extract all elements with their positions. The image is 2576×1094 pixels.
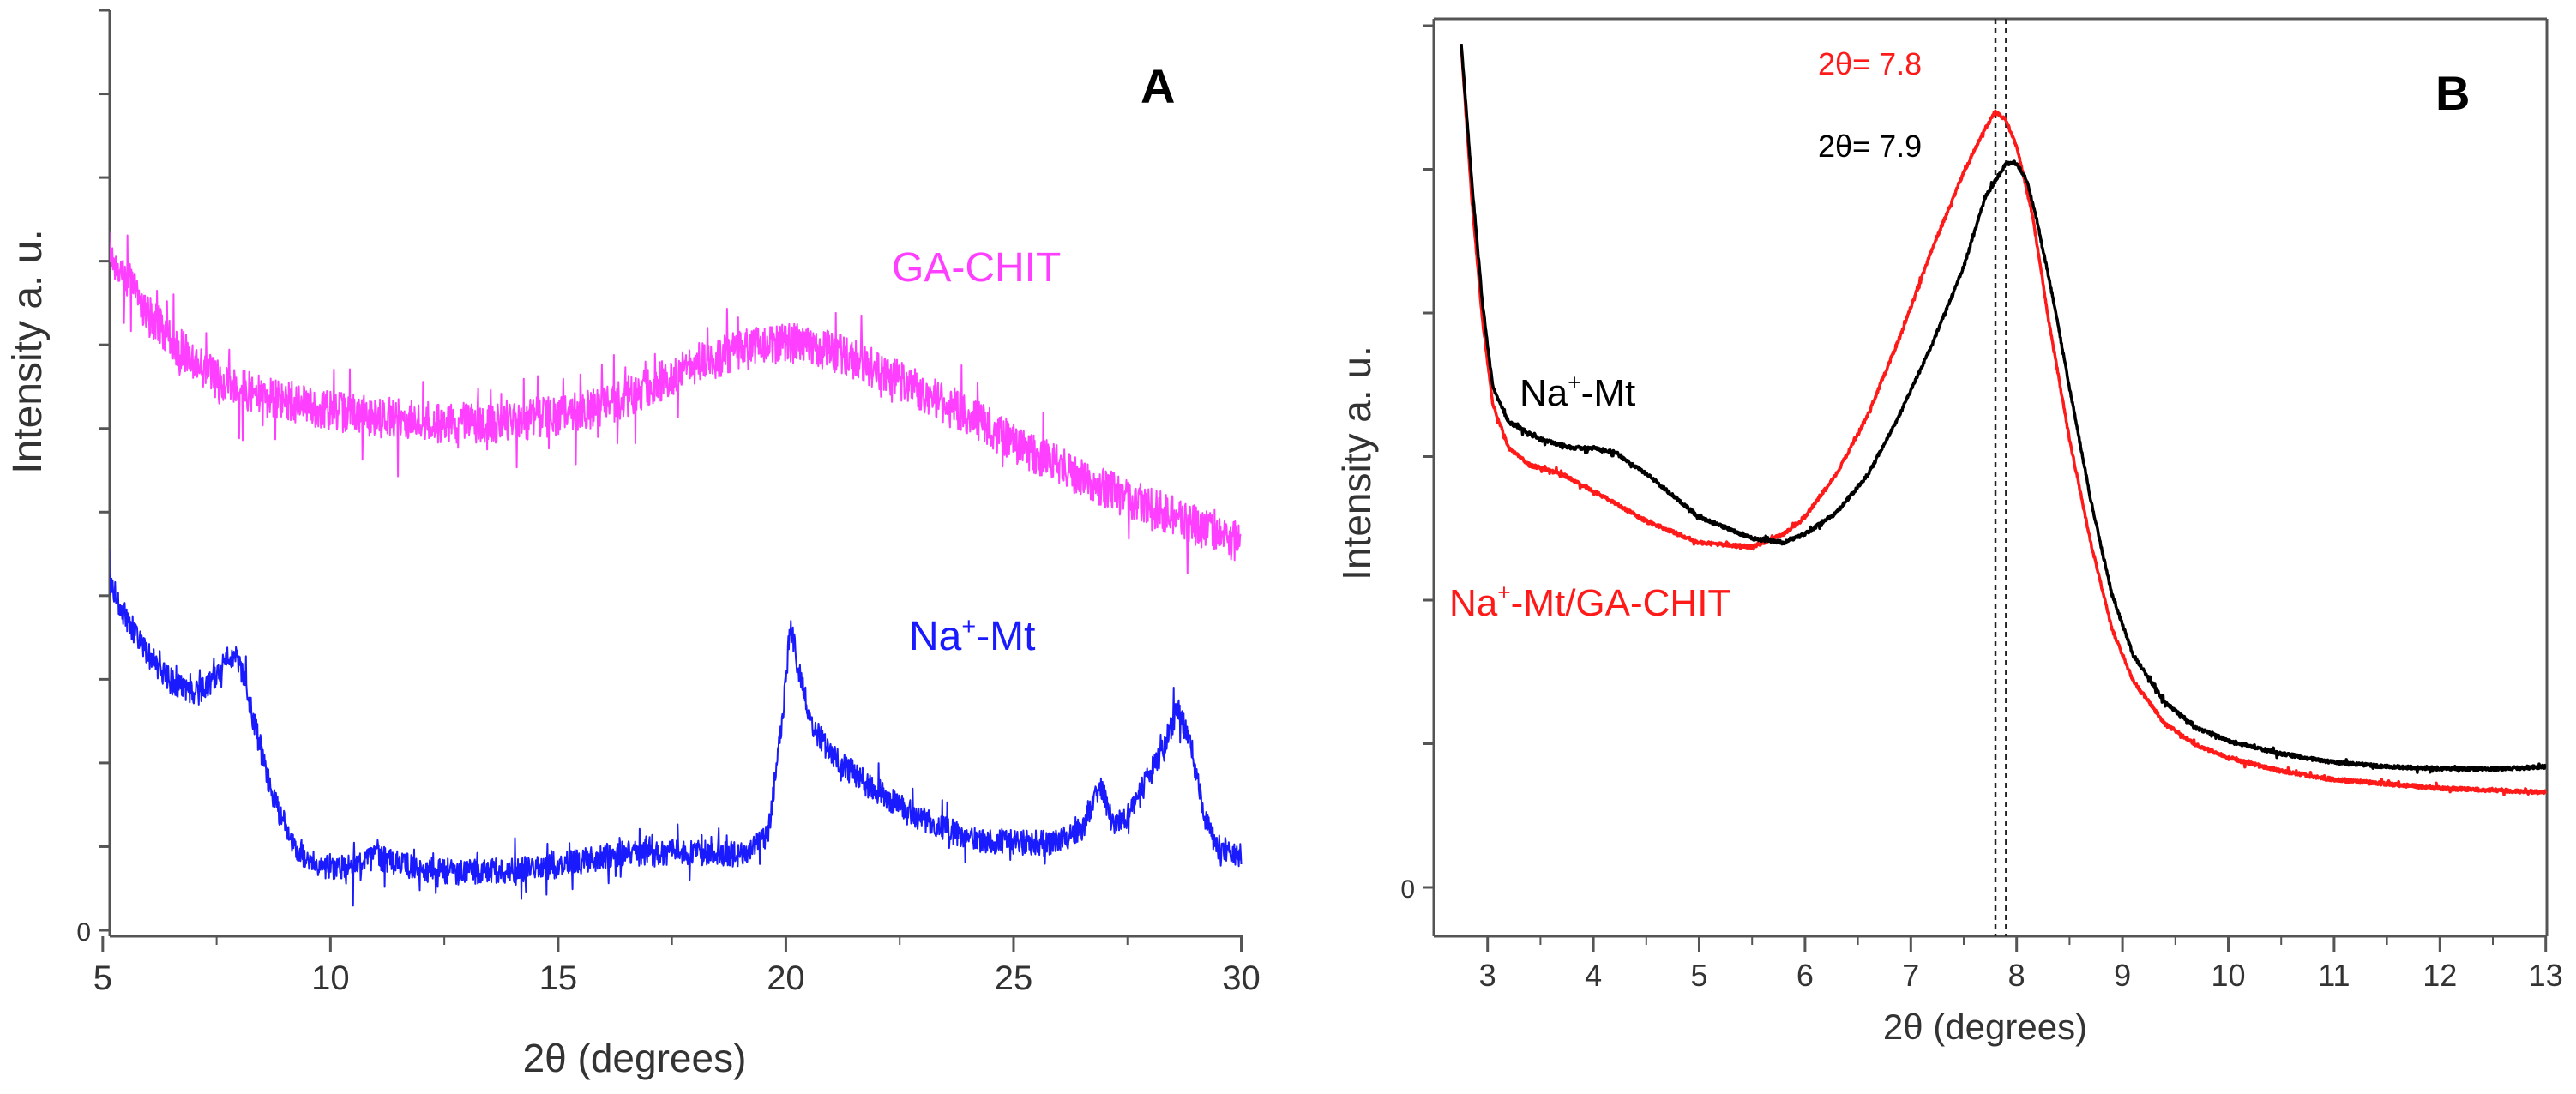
x-tick-label: 4: [1585, 958, 1602, 993]
series-label-rest: -Mt: [976, 614, 1035, 659]
series-label: GA-CHIT: [892, 245, 1061, 291]
x-axis-label: 2θ (degrees): [1883, 1007, 2087, 1047]
x-tick-label: 13: [2529, 958, 2563, 993]
series-line-na-mt: [1460, 43, 2547, 774]
x-tick-label: 11: [2318, 958, 2350, 993]
peak-annotation: 2θ= 7.8: [1818, 46, 1922, 81]
panel-label: B: [2435, 66, 2470, 120]
series-line-ga-chit: [110, 231, 1242, 574]
series-label: Na+-Mt: [1520, 370, 1635, 414]
panel-b: 03 4 5 6 7 8 9 10 11 12 13Na+-Mt/GA-CHITNa+-Mt2θ= …: [1334, 17, 2563, 1047]
x-tick-label: 30: [1222, 959, 1261, 997]
series-label-main: Na: [1449, 582, 1498, 624]
series-label: Na+-Mt: [909, 613, 1036, 659]
x-tick-label: 5: [93, 959, 112, 997]
x-tick-label: 20: [767, 959, 805, 997]
x-tick-label: 7: [1902, 958, 1919, 993]
x-tick-label: 10: [311, 959, 350, 997]
panel-a: 05 10 15 20 25 30 GA-CHIT Na+-Mt A 2θ (degrees) In…: [5, 9, 1261, 1080]
x-axis-label: 2θ (degrees): [523, 1036, 747, 1080]
series-line-na-mt: [110, 548, 1243, 907]
x-tick-label: 8: [2008, 958, 2025, 993]
y-axis-label: Intensity a. u.: [5, 229, 51, 474]
y-tick-label: 0: [1400, 875, 1415, 904]
series-label-sup: +: [961, 613, 976, 640]
x-tick-label: 25: [995, 959, 1033, 997]
y-tick-label: 0: [76, 918, 91, 947]
traces: [1460, 43, 2547, 796]
series-label-rest: -Mt/GA-CHIT: [1511, 582, 1731, 624]
panel-label: A: [1141, 59, 1175, 113]
series-label-sup: +: [1497, 580, 1510, 605]
peak-annotation: 2θ= 7.9: [1818, 129, 1922, 164]
series-line-na-mt-ga-chit: [1460, 43, 2547, 796]
x-tick-label: 6: [1797, 958, 1814, 993]
x-tick-label: 5: [1690, 958, 1707, 993]
x-tick-label: 10: [2211, 958, 2245, 993]
x-tick-label: 9: [2114, 958, 2131, 993]
x-tick-label: 12: [2423, 958, 2457, 993]
y-axis-label: Intensity a. u.: [1334, 346, 1379, 580]
series-label-main: Na: [1520, 372, 1568, 414]
series-label-sup: +: [1568, 370, 1580, 395]
x-tick-label: 15: [539, 959, 578, 997]
series-label-main: Na: [909, 614, 962, 659]
traces: [110, 231, 1243, 907]
series-label-main: GA-CHIT: [892, 245, 1061, 291]
series-label: Na+-Mt/GA-CHIT: [1449, 580, 1730, 624]
series-label-rest: -Mt: [1581, 372, 1636, 414]
x-tick-label: 3: [1479, 958, 1496, 993]
